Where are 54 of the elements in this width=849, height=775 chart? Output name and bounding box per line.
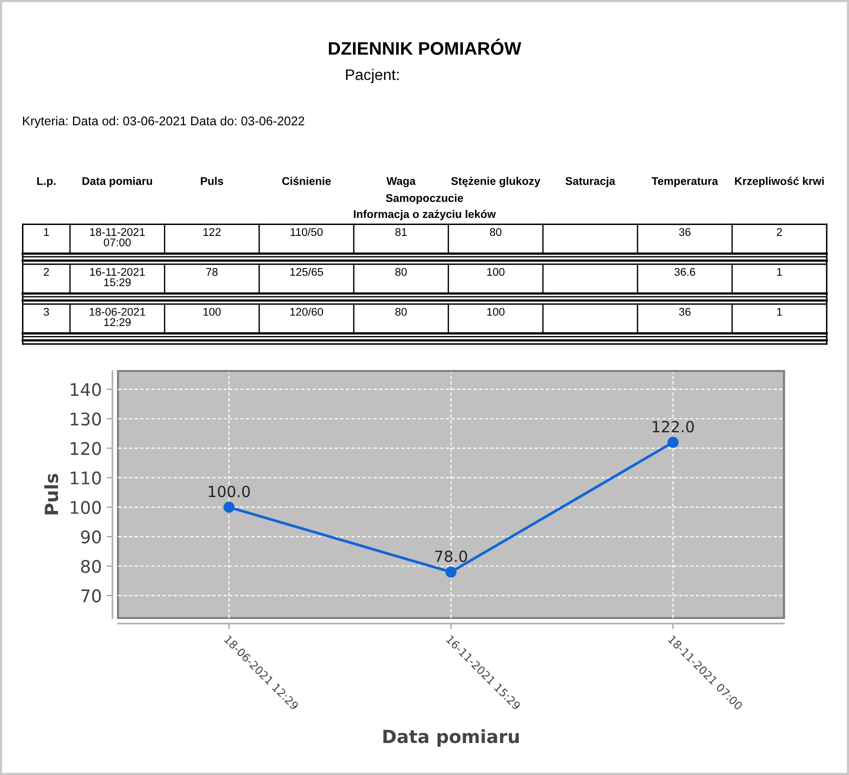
text: 3 <box>44 308 49 316</box>
text: 18-11-2021 07:00 <box>90 228 145 246</box>
y-axis-title: Puls <box>44 474 58 514</box>
text: 2 <box>44 268 49 276</box>
text: 100 <box>487 308 504 316</box>
data-label: 122.0 <box>652 420 694 432</box>
category-label: L.p. <box>37 177 56 188</box>
text: Pacjent: <box>346 68 399 84</box>
category-label: Data pomiaru <box>82 176 152 188</box>
category-label: Ciśnienie <box>282 176 331 185</box>
y-tick-label: 140 <box>70 382 101 396</box>
text: 100 <box>203 308 221 316</box>
point <box>667 436 679 448</box>
point <box>445 566 457 578</box>
text: 18-06-2021 12:29 <box>90 308 146 326</box>
text: 122 <box>203 228 221 236</box>
y-tick-label: 70 <box>81 589 101 602</box>
x-axis-title: Data pomiaru <box>383 729 519 747</box>
text: 1 <box>777 268 782 276</box>
text: 1 <box>44 228 49 236</box>
text: DZIENNIK POMIARÓW <box>328 38 522 55</box>
category-label: Temperatura <box>652 177 718 188</box>
category-label: Saturacja <box>566 176 616 188</box>
category-label: Stężenie glukozy <box>451 176 540 188</box>
text: 2 <box>776 228 782 236</box>
data-label: 78.0 <box>435 550 467 562</box>
y-tick-label: 120 <box>70 442 101 456</box>
text: 16-11-2021 15:29 <box>90 268 145 286</box>
text: 78 <box>206 268 218 276</box>
text: 125/65 <box>290 268 323 276</box>
category-label: Puls <box>200 176 224 185</box>
y-tick-label: 90 <box>81 530 101 544</box>
data-label: 100.0 <box>208 486 250 498</box>
text: 80 <box>490 228 502 236</box>
text: 80 <box>395 268 407 276</box>
text: 36 <box>679 228 691 236</box>
y-tick-label: 110 <box>70 471 101 485</box>
text: 120/60 <box>290 308 324 316</box>
y-tick-label: 130 <box>70 412 101 426</box>
y-tick-label: 80 <box>81 560 101 573</box>
point <box>223 502 235 513</box>
text: 81 <box>395 228 407 236</box>
text: 36.6 <box>674 268 696 276</box>
text: 110/50 <box>290 228 323 236</box>
text: Informacja o zażyciu leków <box>354 210 496 220</box>
text: Kryteria: Data od: 03-06-2021 Data do: 03-06-2022 <box>23 116 304 128</box>
text: 1 <box>777 308 782 316</box>
text: 100 <box>487 268 504 276</box>
category-label: Waga <box>386 177 416 188</box>
text: 80 <box>395 308 407 316</box>
text: 36 <box>679 308 691 316</box>
y-tick-label: 100 <box>70 500 101 514</box>
category-label: Krzepliwość krwi <box>735 176 824 188</box>
text: Samopoczucie <box>386 194 464 204</box>
